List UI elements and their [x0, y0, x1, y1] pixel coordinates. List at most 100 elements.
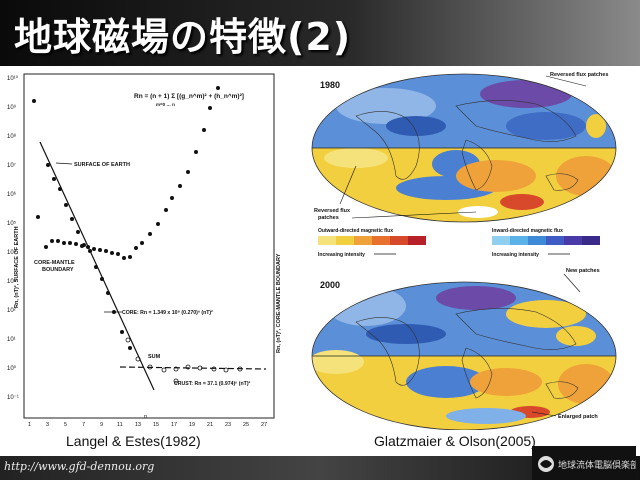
data-point [104, 249, 108, 253]
slide-title: 地球磁場の特徴(2) [14, 15, 352, 59]
data-point [173, 366, 179, 372]
x-tick: 25 [243, 422, 249, 428]
right-caption: Glatzmaier & Olson(2005) [374, 433, 536, 449]
data-point [50, 239, 54, 243]
annotation-reversed-left-2: patches [318, 215, 339, 221]
data-point [106, 291, 110, 295]
label-core: CORE: Rn = 1.349 x 10⁹ (0.270)ⁿ (nT)² [122, 310, 213, 316]
y-axis-label-left: Rn, (nT)², SURFACE OF EARTH [13, 226, 20, 308]
formula-sum-limits: m=0 … n [156, 102, 175, 107]
y-tick: 10⁶ [7, 191, 17, 198]
footer-url[interactable]: http://www.gfd-dennou.org [4, 460, 155, 473]
data-point [58, 187, 62, 191]
data-point [92, 247, 96, 251]
data-point [128, 255, 132, 259]
data-point [110, 251, 114, 255]
legend-outward: Outward-directed magnetic flux Increasin… [318, 228, 426, 258]
y-tick: 10⁰ [7, 365, 17, 372]
data-point [74, 242, 78, 246]
data-point [88, 249, 92, 253]
y-tick: 10³ [7, 279, 16, 285]
x-tick: 15 [153, 422, 159, 428]
x-tick: 21 [207, 422, 213, 428]
spectrum-formula: Rn = (n + 1) Σ [(g_n^m)² + (h_n^m)²] [134, 92, 244, 100]
data-point [173, 378, 179, 384]
label-surface: SURFACE OF EARTH [74, 162, 130, 168]
legend-in-label: Inward-directed magnetic flux [492, 228, 563, 234]
data-point [128, 346, 132, 350]
data-point [140, 241, 144, 245]
annotation-new-patches: New patches [566, 268, 600, 274]
legend-out-label: Outward-directed magnetic flux [318, 228, 393, 234]
logo-text: 地球流体電脳倶楽部 [558, 459, 636, 471]
data-point [125, 337, 131, 343]
data-point [156, 222, 160, 226]
annotation-enlarged: Enlarged patch [558, 414, 598, 420]
data-point [237, 366, 243, 372]
label-crust: CRUST: Rn = 37.1 (0.974)ⁿ (nT)² [174, 381, 251, 387]
data-point [52, 177, 56, 181]
data-point [135, 356, 141, 362]
y-tick-labels: 10¹⁰ 10⁹ 10⁸ 10⁷ 10⁶ 10⁵ 10⁴ 10³ 10² 10¹… [7, 75, 19, 401]
year-1980: 1980 [320, 80, 340, 90]
y-axis-label-right: Rn, (nT)², CORE-MANTLE BOUNDARY [275, 253, 282, 353]
data-point [211, 366, 217, 372]
data-point [44, 245, 48, 249]
data-point [223, 367, 229, 373]
annotation-reversed-top: Reversed flux patches [550, 72, 608, 78]
data-point [86, 245, 90, 249]
data-point [116, 252, 120, 256]
x-tick: 17 [171, 422, 177, 428]
x-tick: 1 [28, 422, 31, 428]
legend-intensity-a: Increasing intensity [318, 252, 365, 258]
annotation-reversed-left-1: Reversed flux [314, 208, 351, 214]
y-tick: 10⁵ [7, 220, 17, 227]
data-point [62, 241, 66, 245]
data-point [161, 367, 167, 373]
data-point [186, 170, 190, 174]
y-tick: 10⁴ [7, 249, 17, 256]
legend-intensity-b: Increasing intensity [492, 252, 539, 258]
year-2000: 2000 [320, 280, 340, 290]
x-tick: 3 [46, 422, 49, 428]
data-point [147, 364, 153, 370]
data-point [164, 208, 168, 212]
y-tick: 10¹⁰ [7, 75, 19, 82]
data-point [46, 163, 50, 167]
data-point [76, 230, 80, 234]
label-sum: SUM [148, 354, 161, 360]
x-tick: 13 [135, 422, 141, 428]
label-cmb-2: BOUNDARY [42, 267, 74, 273]
x-tick: 5 [64, 422, 67, 428]
x-tick-labels: 1 3 5 7 9 11 13 15 17 19 21 23 25 27 n [28, 414, 267, 428]
cmb-points [44, 86, 220, 260]
data-point [122, 256, 126, 260]
y-tick: 10¹ [7, 337, 16, 343]
data-point [80, 244, 84, 248]
data-point [148, 232, 152, 236]
x-tick: 11 [117, 422, 123, 428]
y-tick: 10⁸ [7, 133, 17, 140]
y-tick: 10⁷ [7, 162, 16, 169]
x-axis-label: n [144, 414, 147, 420]
surface-points [32, 99, 132, 350]
y-tick: 10⁹ [7, 104, 17, 111]
data-point [170, 196, 174, 200]
data-point [94, 265, 98, 269]
slide-header: 地球磁場の特徴(2) [0, 0, 640, 66]
x-tick: 27 [261, 422, 267, 428]
x-tick: 23 [225, 422, 231, 428]
crust-points [125, 337, 243, 384]
left-caption: Langel & Estes(1982) [66, 433, 201, 449]
data-point [185, 364, 191, 370]
data-point [216, 86, 220, 90]
data-point [134, 246, 138, 250]
data-point [56, 239, 60, 243]
data-point [100, 277, 104, 281]
data-point [197, 365, 203, 371]
y-tick: 10⁻¹ [7, 395, 19, 401]
data-point [208, 106, 212, 110]
label-cmb-1: CORE-MANTLE [34, 260, 75, 266]
data-point [32, 99, 36, 103]
legend-inward: Inward-directed magnetic flux Increasing… [492, 228, 600, 258]
